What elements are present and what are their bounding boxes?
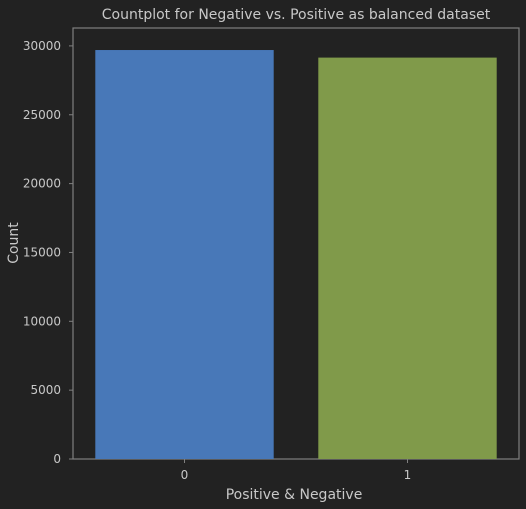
y-tick-label: 5000 xyxy=(30,383,61,397)
y-axis-label: Count xyxy=(6,222,22,264)
y-tick-label: 10000 xyxy=(23,314,61,328)
x-axis-label: Positive & Negative xyxy=(226,487,363,503)
bars-group xyxy=(95,50,497,459)
y-tick-label: 20000 xyxy=(23,177,61,191)
bar-1 xyxy=(318,57,497,459)
y-tick-label: 15000 xyxy=(23,245,61,259)
y-tick-label: 0 xyxy=(53,452,61,466)
x-tick-label: 0 xyxy=(181,468,189,482)
y-tick-label: 25000 xyxy=(23,108,61,122)
chart-title: Countplot for Negative vs. Positive as b… xyxy=(102,7,491,23)
bar-0 xyxy=(95,50,274,459)
y-axis: 0 5000 10000 15000 20000 25000 30000 xyxy=(23,39,73,466)
x-tick-label: 1 xyxy=(404,468,412,482)
y-tick-label: 30000 xyxy=(23,39,61,53)
